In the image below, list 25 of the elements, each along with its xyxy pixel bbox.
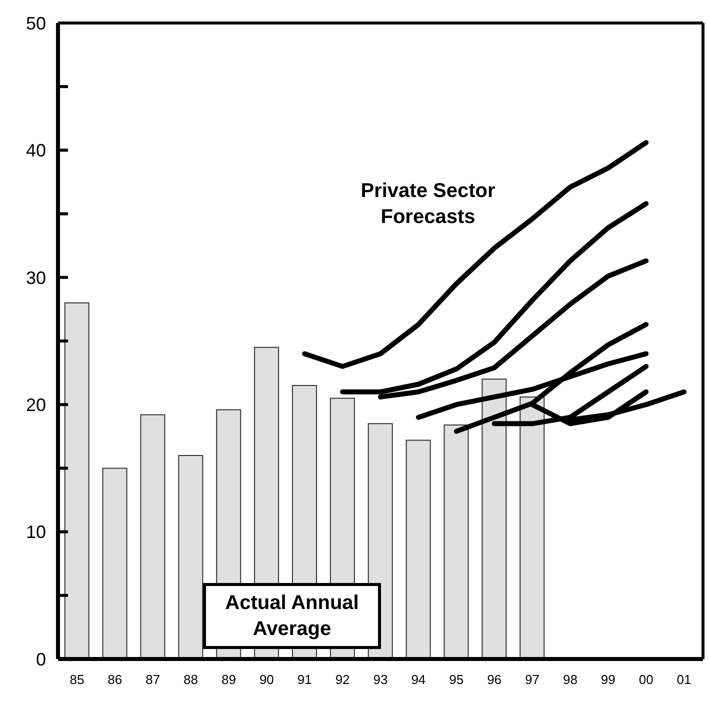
- x-tick-label: 88: [184, 672, 198, 688]
- y-tick-label: 50: [26, 13, 46, 34]
- y-tick-label: 20: [26, 394, 46, 415]
- x-tick-label: 87: [146, 672, 160, 688]
- x-tick-label: 00: [638, 672, 654, 688]
- y-tick-label: 40: [26, 140, 46, 161]
- y-tick-label: 30: [26, 268, 46, 288]
- x-tick-label: 93: [373, 672, 388, 688]
- annotation: Private Sector Forecasts: [360, 179, 496, 230]
- x-tick-label: 97: [525, 672, 540, 688]
- x-tick-label: 91: [297, 672, 312, 688]
- x-tick-label: 89: [222, 672, 236, 688]
- x-tick-label: 01: [676, 672, 692, 688]
- x-tick-label: 95: [449, 672, 464, 688]
- y-tick-label: 10: [26, 522, 46, 542]
- annotation: Actual Annual Average: [203, 583, 381, 649]
- x-tick-label: 98: [562, 672, 578, 688]
- x-tick-label: 94: [411, 672, 426, 688]
- x-tick-label: 85: [70, 672, 84, 688]
- x-tick-label: 99: [600, 672, 616, 688]
- y-tick-label: 0: [36, 649, 46, 670]
- x-tick-label: 96: [487, 672, 502, 688]
- x-tick-label: 92: [335, 672, 350, 688]
- x-tick-label: 90: [259, 672, 274, 688]
- x-tick-label: 86: [108, 672, 122, 688]
